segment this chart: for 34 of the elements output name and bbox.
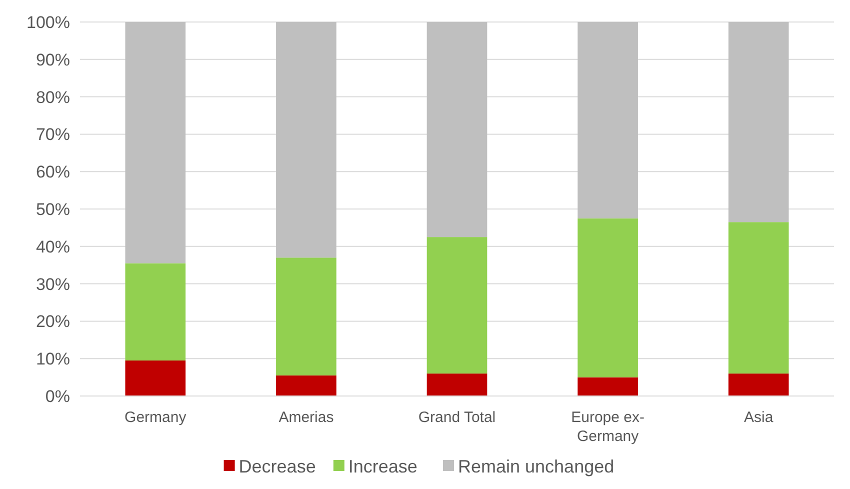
x-tick-label: Asia <box>744 409 774 426</box>
y-tick-label: 90% <box>36 50 70 70</box>
bar <box>426 374 488 396</box>
bar <box>276 258 336 376</box>
legend-label: Decrease <box>238 456 316 476</box>
y-tick-label: 30% <box>36 274 70 294</box>
y-tick-label: 20% <box>36 312 70 332</box>
bar <box>728 374 789 396</box>
bar <box>426 22 488 238</box>
bar <box>728 22 789 222</box>
y-tick-label: 70% <box>36 125 70 144</box>
bar <box>125 22 186 264</box>
bar <box>276 22 336 258</box>
y-tick-label: 40% <box>36 237 70 256</box>
bar <box>728 222 789 374</box>
bar <box>426 237 488 374</box>
bar <box>578 22 638 218</box>
legend-label: Increase <box>348 456 418 476</box>
x-tick-label: Germany <box>124 409 187 426</box>
bar <box>125 263 186 360</box>
bar <box>125 360 186 396</box>
y-tick-label: 80% <box>36 88 70 107</box>
y-tick-label: 0% <box>45 386 70 406</box>
x-tick-label: Europe ex-Germany <box>571 409 644 445</box>
y-tick-label: 10% <box>36 350 70 369</box>
bar <box>578 218 638 378</box>
y-tick-label: 60% <box>36 162 70 182</box>
y-tick-label: 100% <box>26 12 70 32</box>
x-tick-label: Amerias <box>278 409 334 426</box>
legend-label: Remain unchanged <box>458 456 614 476</box>
y-tick-label: 50% <box>36 200 70 219</box>
x-tick-label: Grand Total <box>418 409 496 426</box>
bar <box>578 377 638 396</box>
bar <box>276 375 336 396</box>
